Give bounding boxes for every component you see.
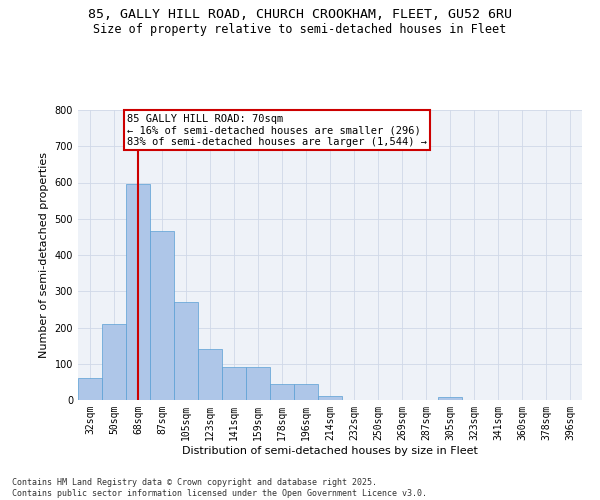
X-axis label: Distribution of semi-detached houses by size in Fleet: Distribution of semi-detached houses by … — [182, 446, 478, 456]
Bar — [438, 396, 462, 400]
Text: Contains HM Land Registry data © Crown copyright and database right 2025.
Contai: Contains HM Land Registry data © Crown c… — [12, 478, 427, 498]
Bar — [198, 349, 222, 400]
Bar — [246, 366, 270, 400]
Text: Size of property relative to semi-detached houses in Fleet: Size of property relative to semi-detach… — [94, 22, 506, 36]
Bar — [318, 396, 342, 400]
Bar — [270, 384, 294, 400]
Bar — [222, 366, 246, 400]
Bar — [78, 378, 102, 400]
Bar — [126, 184, 150, 400]
Y-axis label: Number of semi-detached properties: Number of semi-detached properties — [39, 152, 49, 358]
Bar — [294, 384, 318, 400]
Bar — [102, 324, 126, 400]
Text: 85 GALLY HILL ROAD: 70sqm
← 16% of semi-detached houses are smaller (296)
83% of: 85 GALLY HILL ROAD: 70sqm ← 16% of semi-… — [127, 114, 427, 147]
Bar — [174, 302, 198, 400]
Bar — [150, 232, 174, 400]
Text: 85, GALLY HILL ROAD, CHURCH CROOKHAM, FLEET, GU52 6RU: 85, GALLY HILL ROAD, CHURCH CROOKHAM, FL… — [88, 8, 512, 20]
